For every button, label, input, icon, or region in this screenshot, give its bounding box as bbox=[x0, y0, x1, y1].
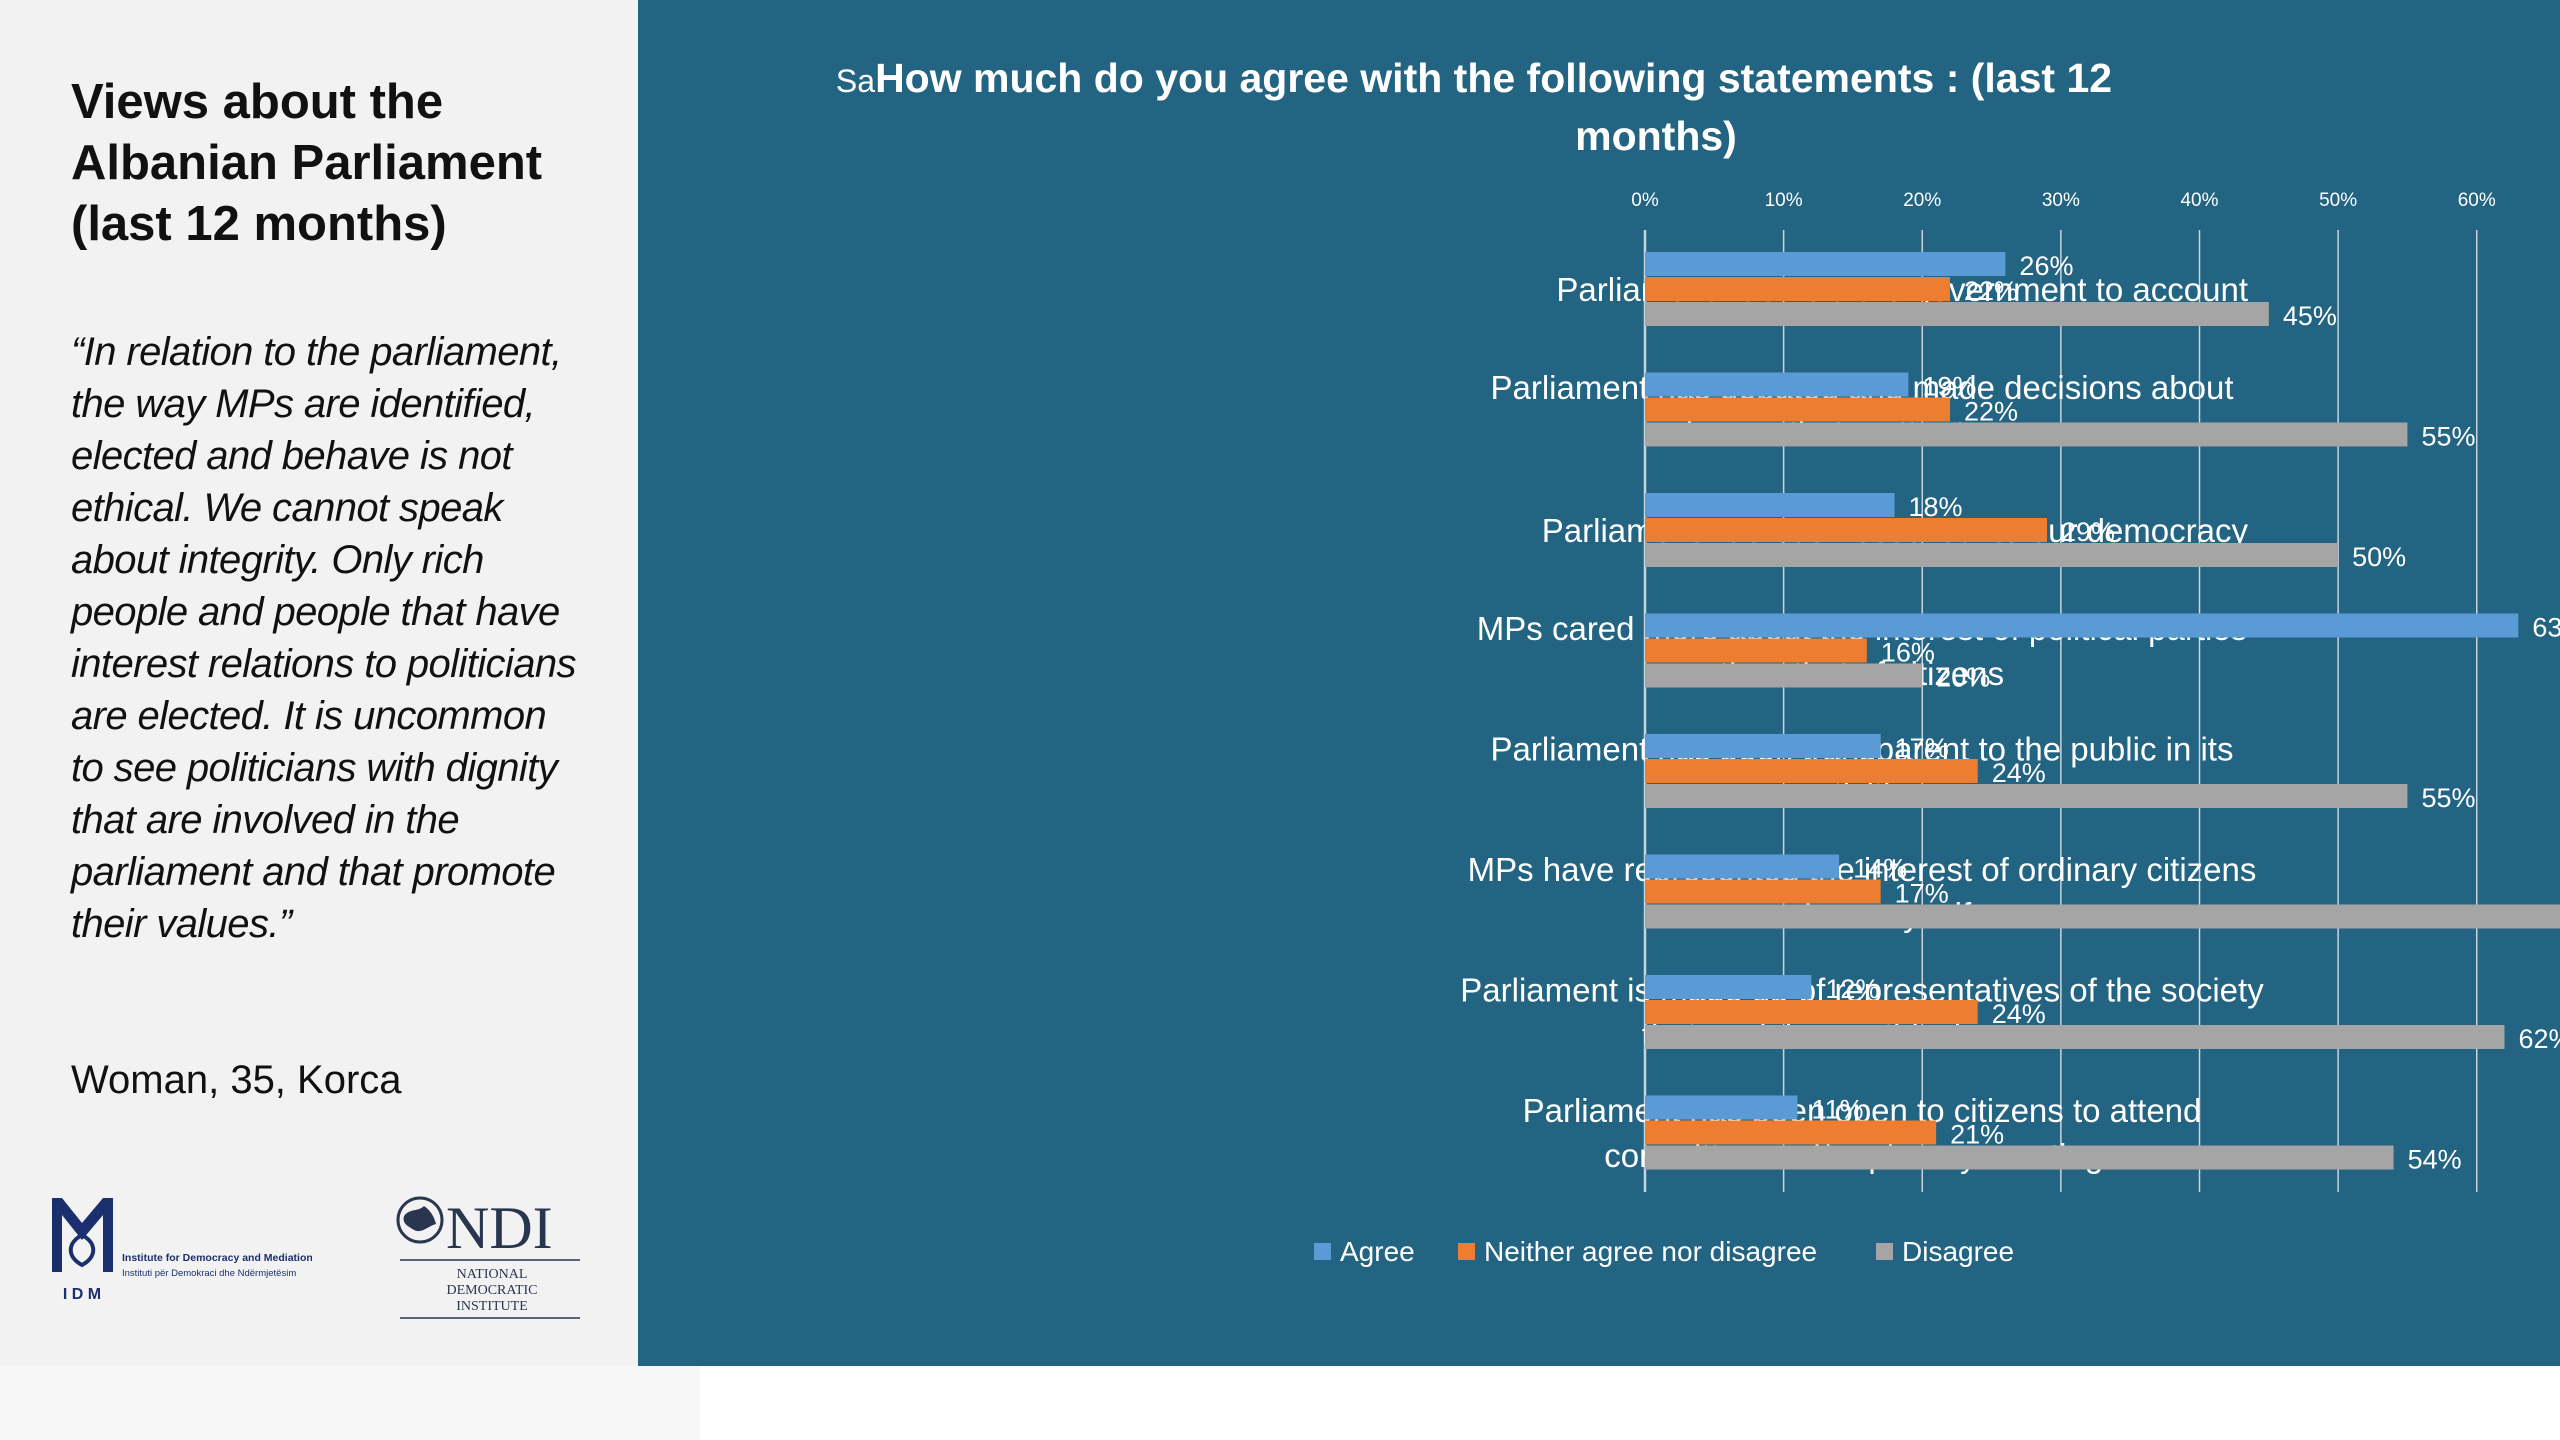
globe-icon bbox=[396, 1196, 444, 1244]
globe-continents bbox=[403, 1206, 436, 1232]
bar-agree bbox=[1645, 372, 1909, 397]
data-label: 29% bbox=[2061, 517, 2115, 547]
data-label: 24% bbox=[1992, 758, 2046, 788]
data-label: 20% bbox=[1936, 663, 1990, 693]
bar-disagree bbox=[1645, 543, 2339, 567]
agreement-bar-chart: SaHow much do you agree with the followi… bbox=[836, 55, 2560, 1267]
ndi-logo-line3: INSTITUTE bbox=[456, 1299, 528, 1314]
data-label: 26% bbox=[2019, 251, 2073, 281]
chart-panel: SaHow much do you agree with the followi… bbox=[638, 0, 2560, 1366]
x-tick-label: 40% bbox=[2180, 190, 2218, 211]
data-label: 22% bbox=[1964, 397, 2018, 427]
data-label: 22% bbox=[1964, 276, 2018, 306]
data-label: 11% bbox=[1811, 1095, 1863, 1125]
bar-disagree bbox=[1645, 1145, 2394, 1170]
bar-agree bbox=[1645, 493, 1895, 517]
chart-title-line2: months) bbox=[1575, 113, 1737, 159]
data-label: 17% bbox=[1895, 879, 1949, 909]
idm-logo-letters: I D M bbox=[63, 1286, 101, 1303]
bar-agree bbox=[1645, 613, 2519, 638]
idm-logo-emblem bbox=[68, 1232, 96, 1268]
data-label: 24% bbox=[1992, 999, 2046, 1029]
bar-neither-agree-nor-disagree bbox=[1645, 759, 1978, 783]
bar-neither-agree-nor-disagree bbox=[1645, 879, 1881, 904]
data-label: 54% bbox=[2408, 1145, 2462, 1175]
quote-attribution: Woman, 35, Korca bbox=[71, 1058, 402, 1102]
x-tick-label: 10% bbox=[1765, 190, 1803, 211]
idm-logo-chevron bbox=[62, 1198, 103, 1240]
data-label: 55% bbox=[2421, 783, 2475, 813]
data-label: 18% bbox=[1909, 492, 1963, 522]
bar-agree bbox=[1645, 734, 1881, 758]
data-label: 62% bbox=[2518, 1024, 2560, 1054]
data-label: 16% bbox=[1881, 638, 1935, 668]
x-tick-label: 50% bbox=[2319, 190, 2357, 211]
data-label: 55% bbox=[2421, 422, 2475, 452]
bar-disagree bbox=[1645, 904, 2560, 929]
legend-item-label: Agree bbox=[1340, 1236, 1415, 1267]
bar-agree bbox=[1645, 975, 1812, 999]
chart-title-prefix: Sa bbox=[836, 63, 875, 99]
legend: Agree Neither agree nor disagree Disagree bbox=[1314, 1236, 2014, 1267]
ndi-logo: NDI NATIONAL DEMOCRATIC INSTITUTE bbox=[396, 1195, 580, 1319]
legend-swatch bbox=[1876, 1243, 1893, 1260]
x-axis-ticks: 0%10%20%30%40%50%60%70%80% bbox=[1631, 190, 2496, 211]
bar-agree bbox=[1645, 252, 2006, 276]
data-label: 14% bbox=[1853, 854, 1907, 884]
respondent-quote: “In relation to the parliament, the way … bbox=[71, 330, 577, 946]
x-tick-label: 20% bbox=[1903, 190, 1941, 211]
bottom-strip bbox=[0, 1366, 700, 1440]
bar-disagree bbox=[1645, 663, 1923, 688]
page-title: Views about the Albanian Parliament (las… bbox=[71, 75, 543, 251]
ndi-logo-mark: NDI bbox=[446, 1195, 553, 1261]
x-tick-label: 0% bbox=[1631, 190, 1659, 211]
data-label: 50% bbox=[2352, 542, 2406, 572]
bar-neither-agree-nor-disagree bbox=[1645, 277, 1950, 301]
bar-neither-agree-nor-disagree bbox=[1645, 638, 1867, 663]
x-tick-label: 30% bbox=[2042, 190, 2080, 211]
value-labels: 26%22%45%19%22%55%18%29%50%63%16%20%17%2… bbox=[1811, 251, 2560, 1175]
idm-logo-bar-right bbox=[103, 1198, 113, 1272]
legend-item-label: Neither agree nor disagree bbox=[1484, 1236, 1817, 1267]
idm-logo-line2: Instituti për Demokraci dhe Ndërmjetësim bbox=[122, 1268, 296, 1279]
idm-logo-bar-left bbox=[52, 1198, 62, 1272]
bar-disagree bbox=[1645, 784, 2408, 808]
idm-logo-line1: Institute for Democracy and Mediation bbox=[122, 1252, 312, 1264]
data-label: 63% bbox=[2532, 613, 2560, 643]
legend-item-label: Disagree bbox=[1902, 1236, 2014, 1267]
sidebar-panel: Views about the Albanian Parliament (las… bbox=[0, 0, 638, 1366]
ndi-logo-line2: DEMOCRATIC bbox=[446, 1283, 537, 1298]
bar-disagree bbox=[1645, 302, 2269, 326]
chart-title-line1: SaHow much do you agree with the followi… bbox=[836, 55, 2112, 101]
bar-agree bbox=[1645, 854, 1840, 879]
data-label: 45% bbox=[2283, 301, 2337, 331]
chart-title-main: How much do you agree with the following… bbox=[875, 55, 2112, 101]
bar-disagree bbox=[1645, 422, 2408, 447]
bar-disagree bbox=[1645, 1025, 2505, 1049]
bar-neither-agree-nor-disagree bbox=[1645, 518, 2048, 542]
data-label: 17% bbox=[1895, 733, 1949, 763]
data-label: 19% bbox=[1922, 372, 1976, 402]
idm-logo: I D M Institute for Democracy and Mediat… bbox=[52, 1198, 312, 1303]
data-label: 21% bbox=[1950, 1120, 2004, 1150]
legend-swatch bbox=[1314, 1243, 1331, 1260]
bar-neither-agree-nor-disagree bbox=[1645, 1120, 1937, 1145]
bar-neither-agree-nor-disagree bbox=[1645, 1000, 1978, 1024]
data-label: 12% bbox=[1825, 974, 1879, 1004]
bar-agree bbox=[1645, 1095, 1798, 1120]
legend-swatch bbox=[1458, 1243, 1475, 1260]
ndi-logo-line1: NATIONAL bbox=[457, 1267, 528, 1282]
bars bbox=[1645, 252, 2560, 1170]
x-tick-label: 60% bbox=[2458, 190, 2496, 211]
bar-neither-agree-nor-disagree bbox=[1645, 397, 1950, 422]
